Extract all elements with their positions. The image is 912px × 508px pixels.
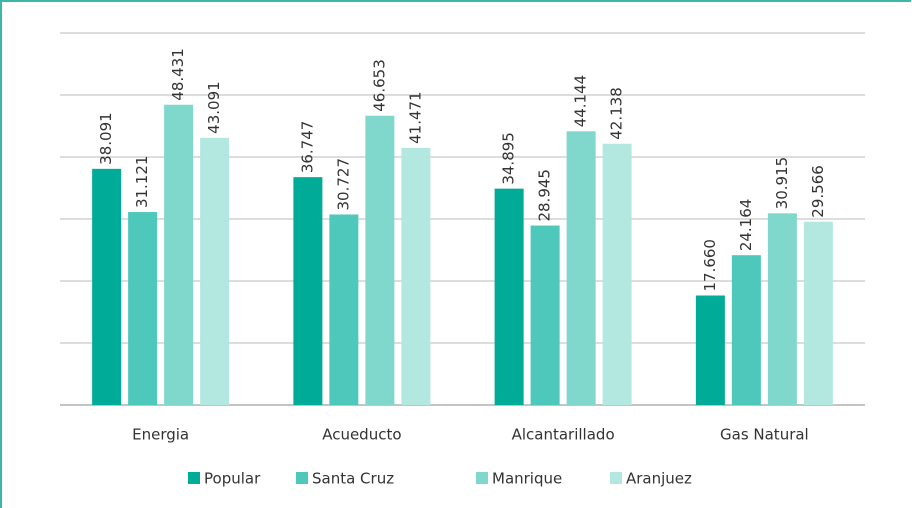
value-label: 30.727 (334, 158, 352, 211)
bar (803, 221, 833, 405)
legend-label: Santa Cruz (312, 470, 394, 488)
value-label: 43.091 (205, 81, 223, 134)
bar (293, 177, 323, 405)
bar (365, 115, 395, 405)
legend-label: Popular (204, 470, 261, 488)
bar (494, 188, 524, 405)
legend-swatch (610, 472, 622, 484)
value-label: 28.945 (536, 169, 554, 222)
value-label: 34.895 (500, 132, 518, 185)
bar (401, 147, 431, 405)
bar (602, 143, 632, 406)
bar (566, 131, 596, 406)
bar (767, 213, 797, 405)
value-label: 17.660 (701, 239, 719, 292)
value-label: 38.091 (97, 112, 115, 165)
bar (329, 214, 359, 405)
value-label: 31.121 (133, 156, 151, 209)
bar (128, 212, 158, 405)
bar (695, 295, 725, 405)
value-label: 42.138 (608, 87, 626, 140)
legend-swatch (296, 472, 308, 484)
value-label: 36.747 (298, 121, 316, 174)
value-label: 41.471 (406, 91, 424, 144)
x-tick-label: Acueducto (322, 426, 401, 444)
x-tick-label: Energia (132, 426, 189, 444)
x-tick-label: Gas Natural (720, 426, 809, 444)
bar (200, 137, 230, 405)
legend-swatch (188, 472, 200, 484)
value-label: 48.431 (169, 48, 187, 101)
legend-label: Manrique (492, 470, 562, 488)
legend-swatch (476, 472, 488, 484)
bar (164, 104, 194, 406)
value-label: 24.164 (737, 199, 755, 252)
x-tick-label: Alcantarillado (512, 426, 615, 444)
bar (92, 168, 122, 405)
value-label: 44.144 (572, 75, 590, 128)
bar (530, 225, 560, 405)
value-label: 30.915 (773, 157, 791, 210)
legend-label: Aranjuez (626, 470, 692, 488)
value-label: 29.566 (809, 165, 827, 218)
value-label: 46.653 (370, 59, 388, 112)
bar (731, 255, 761, 405)
